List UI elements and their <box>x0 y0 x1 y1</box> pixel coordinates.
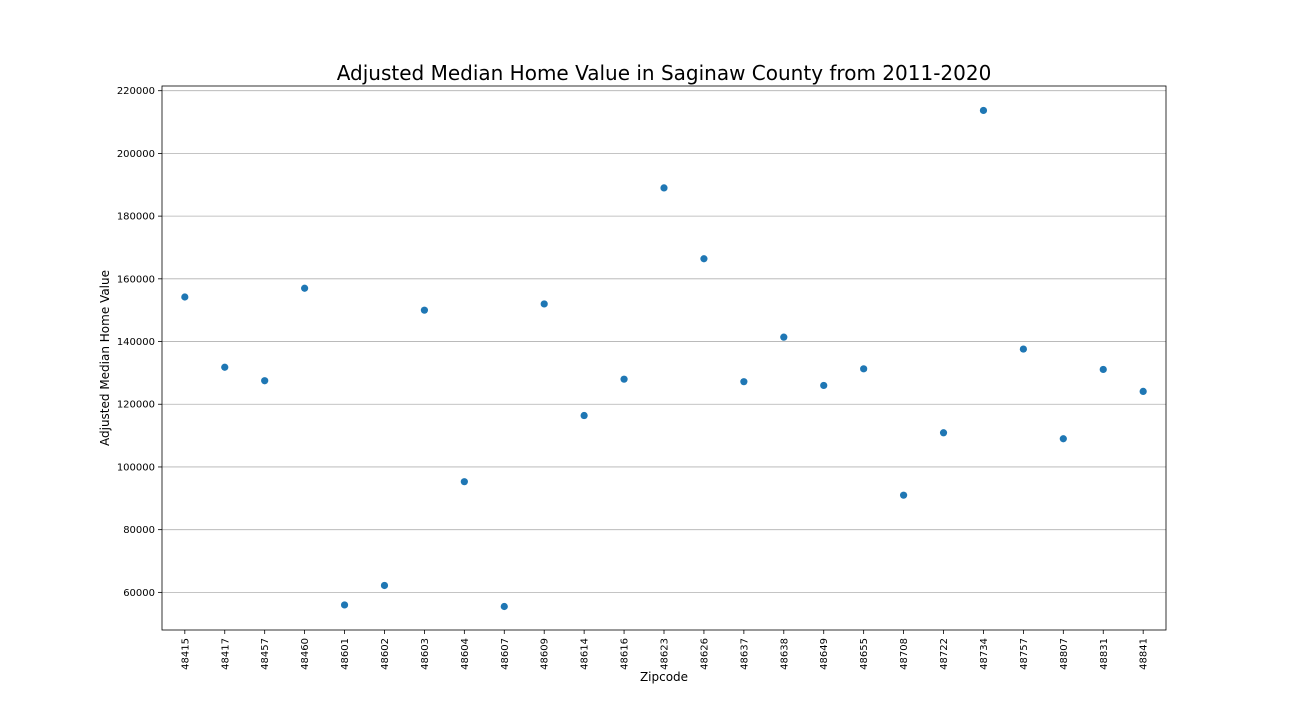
y-tick-label: 80000 <box>123 525 155 536</box>
y-tick-label: 200000 <box>117 149 155 160</box>
x-tick-label: 48626 <box>699 638 710 670</box>
data-point <box>1139 387 1147 395</box>
y-tick-label: 120000 <box>117 400 155 411</box>
x-tick-label: 48614 <box>580 638 591 670</box>
data-point <box>620 375 628 383</box>
data-point <box>660 184 668 192</box>
x-axis-label: Zipcode <box>640 670 688 684</box>
data-point <box>221 363 229 371</box>
data-point <box>1099 365 1107 374</box>
x-tick-label: 48616 <box>620 638 631 670</box>
x-tick-label: 48609 <box>540 638 551 670</box>
plot-frame <box>161 85 1167 631</box>
data-point <box>700 255 708 263</box>
y-tick-label: 140000 <box>117 337 155 348</box>
y-tick-label: 220000 <box>117 86 155 97</box>
y-axis-label: Adjusted Median Home Value <box>98 270 112 446</box>
data-point <box>181 293 189 301</box>
x-tick-label: 48757 <box>1019 638 1030 670</box>
data-point <box>860 365 868 373</box>
x-tick-label: 48417 <box>220 638 231 670</box>
x-tick-label: 48460 <box>300 638 311 670</box>
x-tick-label: 48655 <box>859 638 870 670</box>
x-tick-label: 48623 <box>660 638 671 670</box>
data-point <box>979 106 988 115</box>
data-points <box>181 106 1147 611</box>
data-point <box>261 377 269 385</box>
x-tick-label: 48831 <box>1099 638 1110 670</box>
data-point <box>820 381 828 390</box>
data-point <box>1059 435 1067 443</box>
y-tick-label: 160000 <box>117 274 155 285</box>
x-tick-label: 48601 <box>340 638 351 670</box>
x-tick-label: 48415 <box>180 638 191 670</box>
y-axis-ticks: 60000 80000 100000 120000 140000 160000 180000… <box>117 86 162 599</box>
data-point <box>780 333 788 341</box>
x-tick-label: 48604 <box>460 638 471 670</box>
y-tick-label: 60000 <box>123 588 155 599</box>
x-tick-label: 48807 <box>1059 638 1070 670</box>
x-tick-label: 48607 <box>500 638 511 670</box>
x-tick-label: 48602 <box>380 638 391 670</box>
x-tick-label: 48722 <box>939 638 950 670</box>
y-tick-label: 180000 <box>117 212 155 223</box>
chart-title: Adjusted Median Home Value in Saginaw Co… <box>337 61 992 85</box>
x-tick-label: 48649 <box>819 638 830 670</box>
y-tick-label: 100000 <box>117 462 155 473</box>
x-tick-label: 48637 <box>739 638 750 670</box>
data-point <box>939 429 948 437</box>
data-point <box>1019 345 1027 353</box>
data-point <box>380 581 389 590</box>
data-point <box>340 601 349 609</box>
data-point <box>540 300 548 308</box>
data-point <box>460 478 468 486</box>
data-point <box>899 491 908 499</box>
data-point <box>500 602 508 611</box>
data-point <box>301 284 309 292</box>
x-tick-label: 48603 <box>420 638 431 670</box>
x-tick-label: 48734 <box>979 638 990 670</box>
data-point <box>580 411 588 420</box>
x-tick-label: 48638 <box>779 638 790 670</box>
data-point <box>740 378 748 386</box>
grid-lines <box>162 90 1166 593</box>
x-tick-label: 48457 <box>260 638 271 670</box>
x-tick-label: 48841 <box>1139 638 1150 670</box>
x-tick-label: 48708 <box>899 638 910 670</box>
x-axis-ticks: 48415 48417 48457 48460 48601 48602 48603 48604… <box>180 630 1150 670</box>
data-point <box>420 306 429 314</box>
